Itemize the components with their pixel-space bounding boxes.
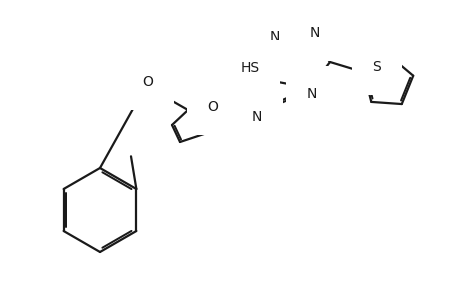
Text: N: N xyxy=(269,30,280,44)
Text: S: S xyxy=(372,60,381,74)
Text: HS: HS xyxy=(240,61,259,75)
Text: N: N xyxy=(306,87,317,101)
Text: O: O xyxy=(207,100,218,114)
Text: N: N xyxy=(251,110,262,124)
Text: N: N xyxy=(309,26,319,40)
Text: O: O xyxy=(142,75,153,89)
